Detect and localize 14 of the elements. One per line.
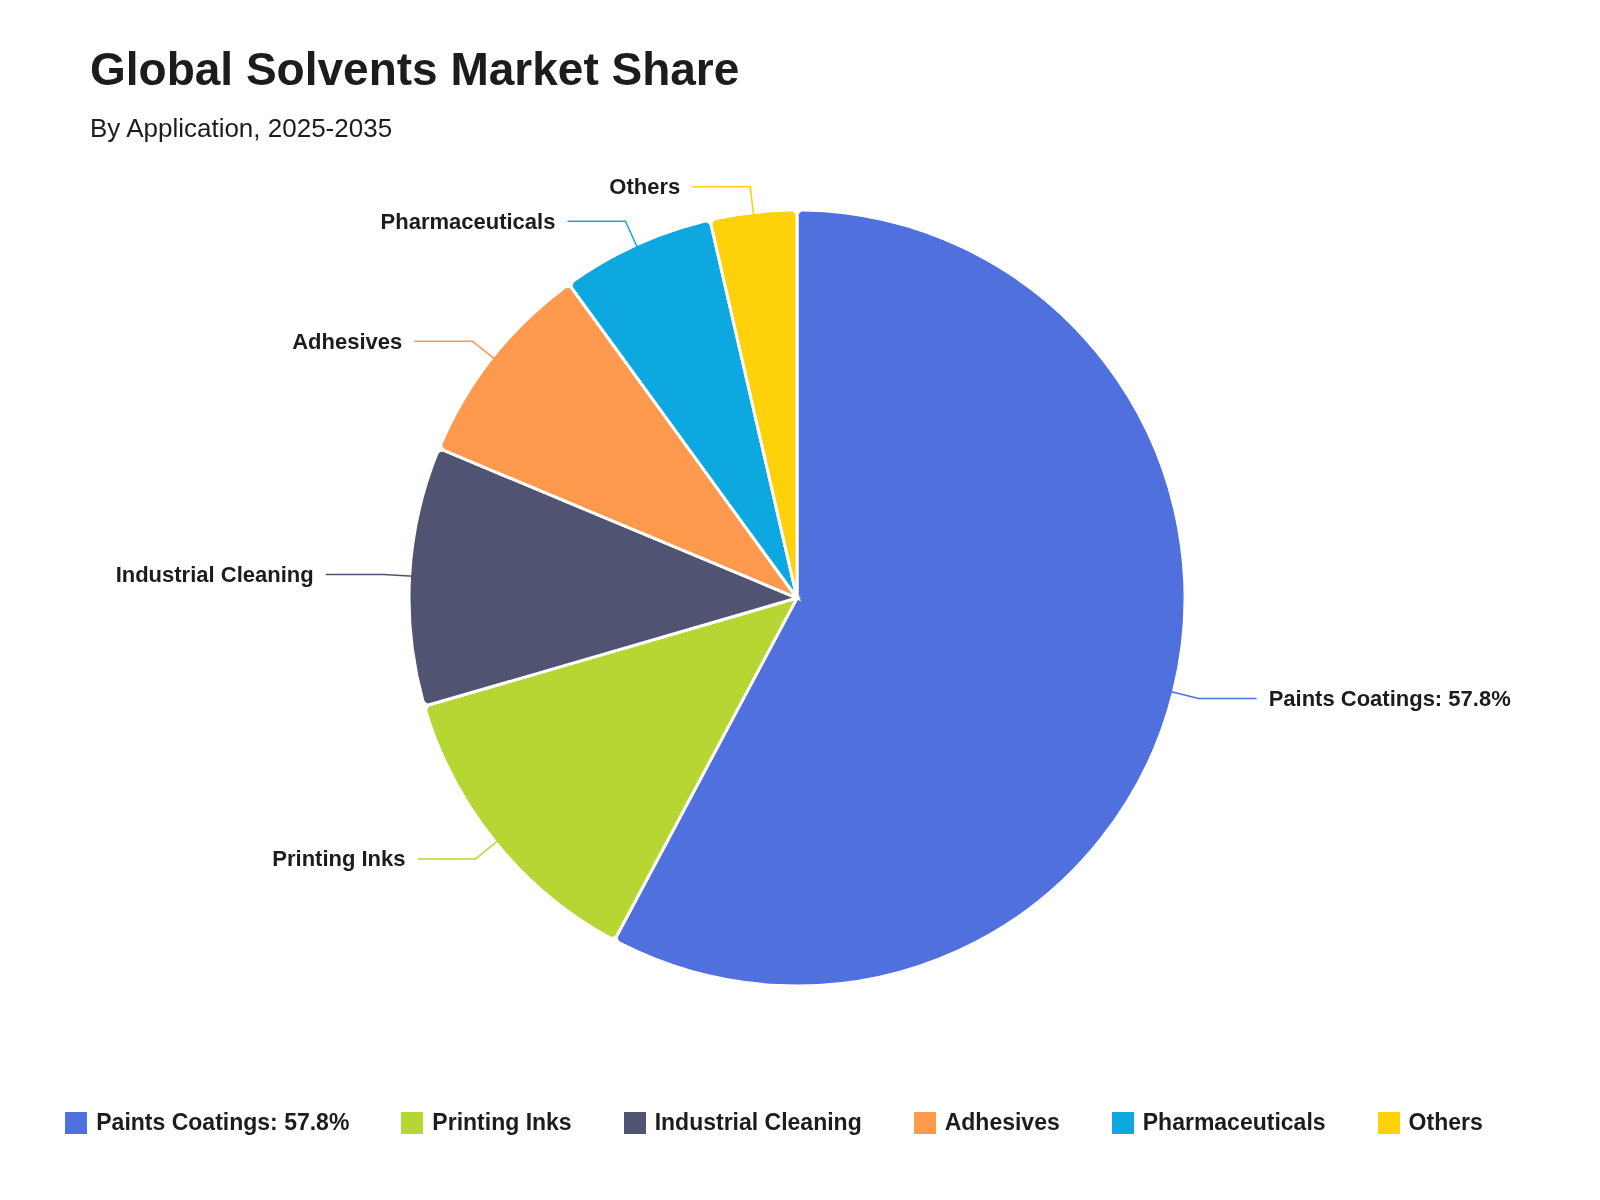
legend-label: Others (1408, 1109, 1483, 1135)
slice-label: Adhesives (292, 328, 403, 354)
slice-label: Industrial Cleaning (115, 562, 314, 588)
slice-label: Pharmaceuticals (380, 208, 556, 234)
slice-label: Printing Inks (272, 846, 406, 872)
slice-label: Others (609, 174, 681, 200)
legend-label: Industrial Cleaning (654, 1109, 862, 1135)
legend-label: Pharmaceuticals (1142, 1109, 1326, 1135)
legend-label: Paints Coatings: 57.8% (96, 1109, 350, 1135)
slice-label: Paints Coatings: 57.8% (1268, 685, 1511, 711)
legend-label: Adhesives (944, 1109, 1060, 1135)
legend-label: Printing Inks (432, 1109, 572, 1135)
chart-title: Global Solvents Market Share (90, 43, 740, 95)
chart-subtitle: By Application, 2025-2035 (90, 113, 393, 143)
